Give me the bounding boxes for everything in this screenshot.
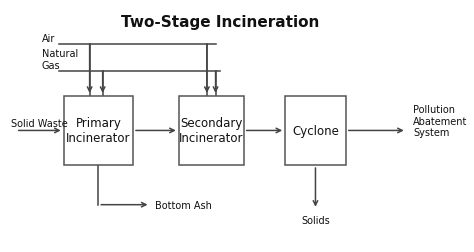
Text: Air: Air <box>42 34 55 43</box>
Text: Cyclone: Cyclone <box>292 124 339 137</box>
Text: Solids: Solids <box>301 215 330 225</box>
Text: Pollution
Abatement
System: Pollution Abatement System <box>413 105 467 138</box>
Text: Two-Stage Incineration: Two-Stage Incineration <box>121 15 319 30</box>
Text: Natural
Gas: Natural Gas <box>42 49 78 71</box>
Text: Secondary
Incinerator: Secondary Incinerator <box>179 117 244 145</box>
Bar <box>179 97 244 165</box>
Text: Bottom Ash: Bottom Ash <box>155 200 212 210</box>
Bar <box>64 97 133 165</box>
Bar <box>285 97 346 165</box>
Text: Primary
Incinerator: Primary Incinerator <box>66 117 130 145</box>
Text: Solid Waste: Solid Waste <box>11 118 68 129</box>
